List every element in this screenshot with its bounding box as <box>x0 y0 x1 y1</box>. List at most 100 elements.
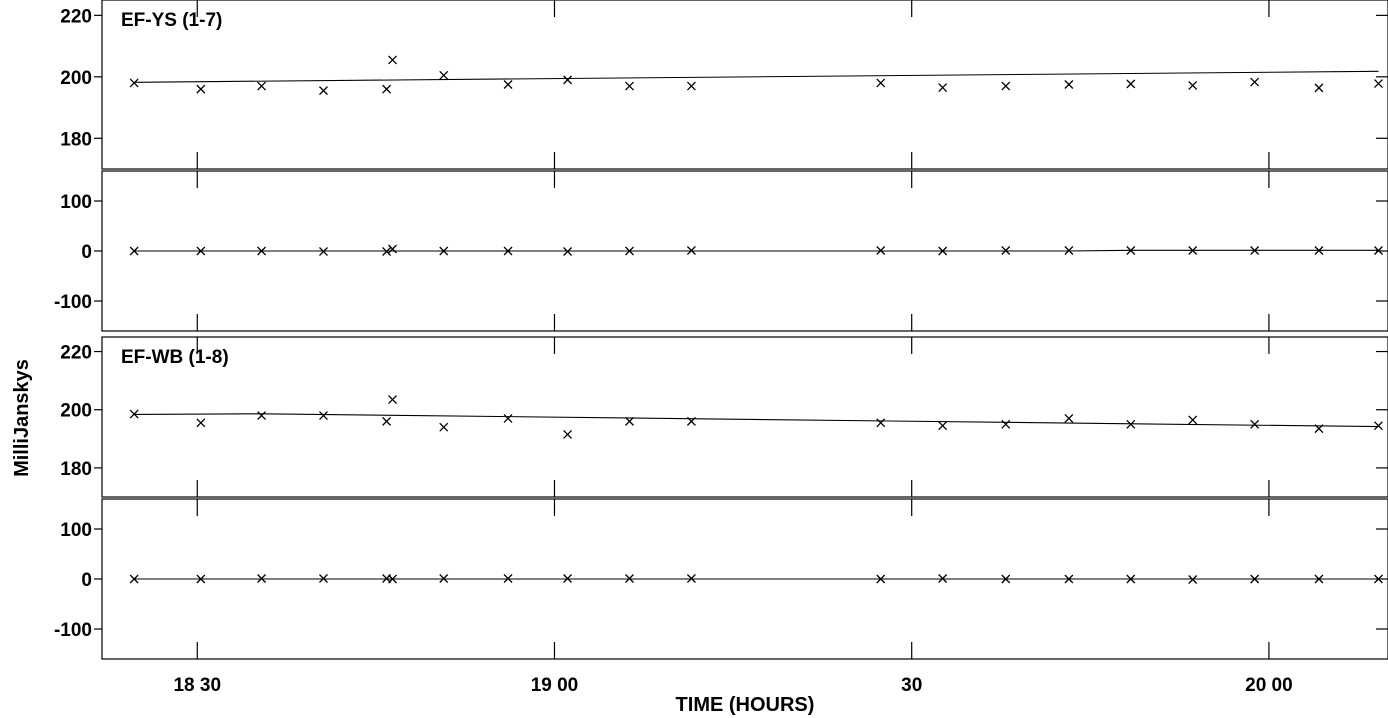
panel-frame-0 <box>101 0 1388 170</box>
data-point <box>129 574 139 584</box>
data-point <box>382 84 392 94</box>
data-point <box>1314 424 1324 434</box>
data-point <box>319 411 328 421</box>
data-point <box>257 246 267 256</box>
data-point <box>563 247 573 256</box>
data-point <box>439 422 449 432</box>
y-tick-label: 180 <box>60 129 92 150</box>
data-point <box>319 86 328 96</box>
data-point <box>686 416 696 426</box>
data-point <box>1374 421 1383 431</box>
data-point <box>1250 574 1260 584</box>
data-point <box>388 244 398 254</box>
data-point <box>1188 246 1198 255</box>
y-tick-label: -100 <box>54 620 92 641</box>
y-tick-label: 0 <box>81 570 92 591</box>
data-point <box>196 246 206 256</box>
data-point <box>196 84 206 94</box>
data-point <box>1314 246 1324 255</box>
data-point <box>503 246 513 256</box>
data-point <box>563 429 573 439</box>
data-point <box>938 246 948 256</box>
data-point <box>503 574 513 583</box>
y-tick-label: 220 <box>60 343 92 364</box>
x-tick-label: 30 <box>901 675 922 696</box>
data-point <box>439 574 449 583</box>
data-point <box>1126 79 1136 89</box>
data-point <box>1001 574 1011 584</box>
data-point <box>1374 79 1383 89</box>
data-point <box>1126 419 1136 429</box>
model-fit-lines <box>134 70 1379 580</box>
data-point <box>1188 415 1198 425</box>
y-tick-label: 100 <box>60 520 92 541</box>
panel-frames <box>101 0 1388 660</box>
data-point <box>1001 81 1011 91</box>
data-point <box>1064 574 1074 584</box>
data-point <box>1001 246 1011 255</box>
data-point <box>439 70 449 80</box>
data-point <box>439 246 449 256</box>
data-point <box>257 411 267 421</box>
y-tick-label: -100 <box>54 292 92 313</box>
data-point <box>129 78 139 88</box>
panel-frame-2 <box>101 336 1388 498</box>
data-point <box>257 81 267 91</box>
data-point <box>1064 246 1074 255</box>
data-point <box>1064 413 1074 423</box>
data-point <box>686 246 696 255</box>
data-point <box>129 246 139 256</box>
data-point <box>625 416 634 426</box>
data-point <box>876 246 886 255</box>
data-point <box>1314 83 1324 93</box>
data-point <box>319 574 328 583</box>
x-tick-label: 20 00 <box>1245 675 1293 696</box>
data-point <box>1250 419 1260 429</box>
data-point <box>388 55 398 65</box>
data-point <box>1374 574 1383 584</box>
x-tick-label: 19 00 <box>531 675 579 696</box>
data-point <box>938 421 948 431</box>
y-tick-label: 220 <box>60 6 92 27</box>
data-point <box>1250 77 1260 87</box>
data-point <box>876 574 886 584</box>
data-point <box>938 574 948 583</box>
data-point <box>876 418 886 428</box>
data-point <box>625 574 634 583</box>
data-point <box>1064 80 1074 89</box>
fit-line <box>134 70 1379 83</box>
baseline-title: EF-WB (1-8) <box>121 347 229 368</box>
data-point <box>1188 575 1198 584</box>
y-axis-label: MilliJanskys <box>11 359 33 477</box>
data-point <box>1374 246 1383 255</box>
data-point <box>625 246 634 256</box>
data-point <box>382 247 392 256</box>
data-markers <box>129 55 1383 584</box>
data-point <box>196 418 206 428</box>
fit-line <box>134 413 1379 428</box>
data-point <box>625 81 634 91</box>
data-point <box>388 395 398 405</box>
data-point <box>382 416 392 426</box>
data-point <box>1250 246 1260 255</box>
data-point <box>876 78 886 88</box>
y-tick-label: 0 <box>81 242 92 263</box>
data-point <box>503 413 513 423</box>
data-point <box>1001 419 1011 429</box>
data-point <box>196 574 206 584</box>
data-point <box>686 574 696 583</box>
data-point <box>1314 574 1324 584</box>
data-point <box>938 83 948 93</box>
data-point <box>563 75 573 85</box>
x-axis-label: TIME (HOURS) <box>676 694 815 716</box>
y-tick-label: 200 <box>60 401 92 422</box>
data-point <box>1188 80 1198 90</box>
data-point <box>129 409 139 419</box>
data-point <box>257 574 267 583</box>
axis-ticks <box>94 0 1388 659</box>
data-point <box>503 80 513 89</box>
data-point <box>1126 574 1136 584</box>
data-point <box>563 574 573 583</box>
data-point <box>319 247 328 256</box>
